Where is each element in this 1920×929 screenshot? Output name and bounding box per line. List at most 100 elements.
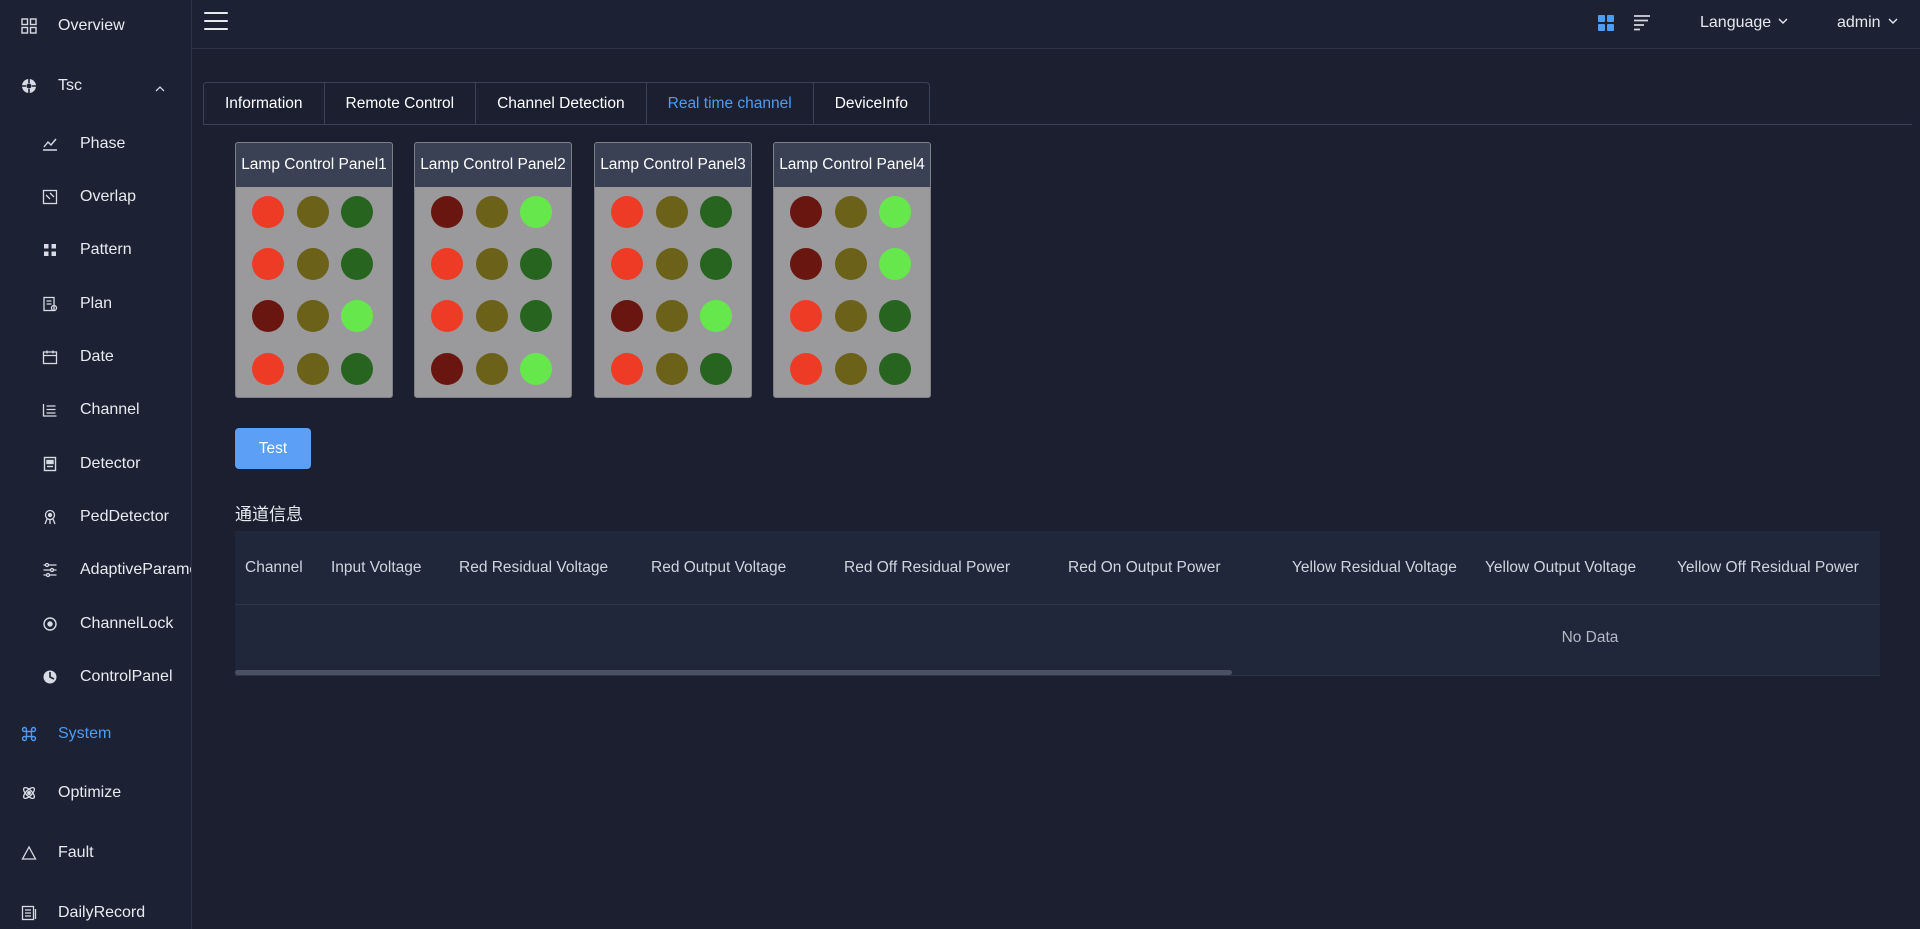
sidebar-item-system[interactable]: System [0, 712, 191, 756]
yellow-lamp-1 [835, 196, 867, 228]
sidebar-item-label: Plan [80, 295, 113, 312]
sidebar-item-channel[interactable]: Channel [0, 388, 191, 432]
command-icon [20, 725, 38, 743]
sidebar-item-peddetector[interactable]: PedDetector [0, 495, 191, 539]
red-lamp-3 [252, 300, 284, 332]
green-lamp-1 [700, 196, 732, 228]
sidebar-item-phase[interactable]: Phase [0, 122, 191, 166]
sidebar-item-detector[interactable]: Detector [0, 442, 191, 486]
red-lamp-3 [790, 300, 822, 332]
sidebar-item-label: Tsc [58, 77, 82, 94]
grid-icon [20, 17, 38, 35]
sidebar-item-overlap[interactable]: Overlap [0, 175, 191, 219]
empty-state: No Data [1561, 629, 1619, 646]
sidebar-item-tsc[interactable]: Tsc [0, 64, 191, 108]
panel-title: Lamp Control Panel4 [774, 143, 930, 187]
yellow-lamp-2 [835, 248, 867, 280]
sidebar-item-label: System [58, 725, 112, 742]
sidebar-item-dailyrecord[interactable]: DailyRecord [0, 891, 191, 929]
sidebar-item-label: ChannelLock [80, 615, 174, 632]
table-divider [235, 675, 1880, 676]
yellow-lamp-4 [476, 353, 508, 385]
yellow-lamp-3 [835, 300, 867, 332]
sidebar-item-label: ControlPanel [80, 668, 173, 685]
sidebar-item-label: Date [80, 348, 114, 365]
lamp-grid [774, 187, 930, 397]
green-lamp-1 [520, 196, 552, 228]
test-button[interactable]: Test [235, 428, 311, 469]
menu-toggle-icon[interactable] [204, 12, 228, 32]
sidebar-item-label: Phase [80, 135, 126, 152]
calendar-icon [41, 348, 59, 366]
sidebar-item-label: DailyRecord [58, 904, 146, 921]
column-header-yellow-off-residual-power: Yellow Off Residual Power [1677, 559, 1859, 576]
green-lamp-1 [879, 196, 911, 228]
user-name: admin [1837, 14, 1881, 31]
grid-view-icon[interactable] [1597, 14, 1615, 32]
sidebar-item-label: Optimize [58, 784, 122, 801]
sidebar-item-controlpanel[interactable]: ControlPanel [0, 655, 191, 699]
lock-icon [41, 615, 59, 633]
green-lamp-3 [520, 300, 552, 332]
yellow-lamp-2 [656, 248, 688, 280]
sidebar-item-label: Overlap [80, 188, 137, 205]
lamp-grid [595, 187, 751, 397]
chevron-up-icon [155, 81, 165, 92]
sidebar-item-date[interactable]: Date [0, 335, 191, 379]
column-header-red-output-voltage: Red Output Voltage [651, 559, 787, 576]
list-view-icon[interactable] [1633, 14, 1651, 32]
yellow-lamp-1 [476, 196, 508, 228]
column-header-channel: Channel [245, 559, 303, 576]
pattern-icon [41, 241, 59, 259]
green-lamp-3 [341, 300, 373, 332]
tab-real-time-channel[interactable]: Real time channel [645, 82, 813, 125]
sidebar-item-adaptiveparameter[interactable]: AdaptiveParameter [0, 548, 191, 592]
sidebar-item-label: AdaptiveParameter [80, 561, 191, 578]
green-lamp-2 [700, 248, 732, 280]
column-header-red-residual-voltage: Red Residual Voltage [459, 559, 609, 576]
sidebar-item-overview[interactable]: Overview [0, 4, 191, 48]
warning-icon [20, 844, 38, 862]
tsc-icon [20, 77, 38, 95]
tab-channel-detection[interactable]: Channel Detection [475, 82, 646, 125]
red-lamp-4 [431, 353, 463, 385]
lamp-control-panel-4: Lamp Control Panel4 [773, 142, 931, 398]
sidebar-item-fault[interactable]: Fault [0, 831, 191, 875]
yellow-lamp-1 [656, 196, 688, 228]
sidebar: Overview Tsc Phase Overlap Pattern Plan [0, 0, 192, 929]
column-header-yellow-output-voltage: Yellow Output Voltage [1485, 559, 1637, 576]
chevron-down-icon [1777, 14, 1789, 32]
column-header-yellow-residual-voltage: Yellow Residual Voltage [1292, 559, 1457, 576]
sidebar-item-channellock[interactable]: ChannelLock [0, 602, 191, 646]
red-lamp-1 [252, 196, 284, 228]
column-header-input-voltage: Input Voltage [331, 559, 422, 576]
ped-detector-icon [41, 508, 59, 526]
red-lamp-2 [790, 248, 822, 280]
yellow-lamp-4 [297, 353, 329, 385]
lamp-control-panel-2: Lamp Control Panel2 [414, 142, 572, 398]
sidebar-item-plan[interactable]: Plan [0, 282, 191, 326]
lamp-control-panel-3: Lamp Control Panel3 [594, 142, 752, 398]
sidebar-item-optimize[interactable]: Optimize [0, 771, 191, 815]
top-header: Language admin [192, 0, 1920, 49]
chevron-down-icon [1887, 14, 1899, 32]
user-dropdown[interactable]: admin [1837, 14, 1899, 32]
table-header: Channel Input Voltage Red Residual Volta… [235, 531, 1880, 605]
green-lamp-3 [700, 300, 732, 332]
tab-deviceinfo[interactable]: DeviceInfo [812, 82, 930, 125]
green-lamp-4 [341, 353, 373, 385]
tab-remote-control[interactable]: Remote Control [323, 82, 476, 125]
channel-icon [41, 401, 59, 419]
panel-title: Lamp Control Panel3 [595, 143, 751, 187]
yellow-lamp-2 [297, 248, 329, 280]
sidebar-item-label: Channel [80, 401, 140, 418]
tab-information[interactable]: Information [203, 82, 324, 125]
sidebar-item-label: Overview [58, 17, 125, 34]
green-lamp-4 [520, 353, 552, 385]
language-dropdown[interactable]: Language [1700, 14, 1789, 32]
overlap-icon [41, 188, 59, 206]
horizontal-scrollbar[interactable] [235, 670, 1232, 675]
green-lamp-4 [700, 353, 732, 385]
record-icon [20, 904, 38, 922]
sidebar-item-pattern[interactable]: Pattern [0, 228, 191, 272]
